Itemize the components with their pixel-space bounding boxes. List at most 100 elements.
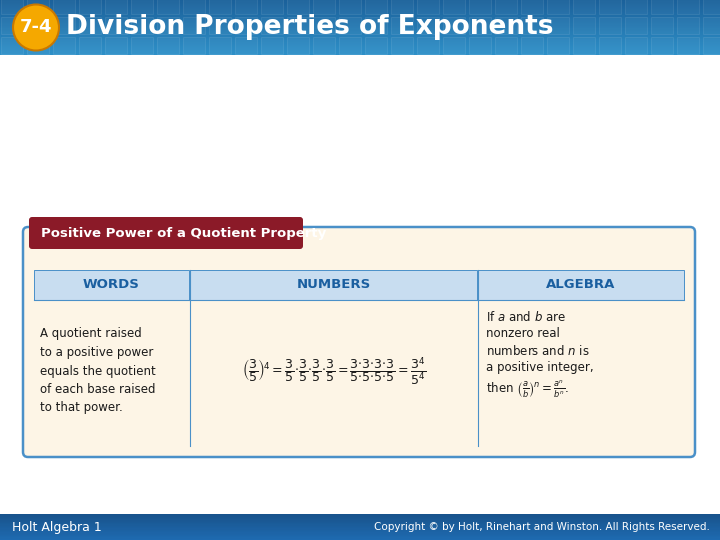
Bar: [443, 17, 465, 34]
Bar: [391, 37, 413, 54]
Bar: [0, 44, 720, 45]
Bar: [105, 37, 127, 54]
Bar: [0, 35, 720, 37]
Bar: [0, 36, 720, 38]
Bar: [157, 17, 179, 34]
Text: 7-4: 7-4: [19, 18, 53, 37]
Bar: [183, 37, 205, 54]
Bar: [0, 40, 720, 42]
Bar: [365, 0, 387, 14]
Bar: [0, 9, 720, 10]
Bar: [0, 519, 720, 521]
Bar: [391, 0, 413, 14]
FancyBboxPatch shape: [29, 217, 303, 249]
Bar: [0, 0, 720, 1]
Bar: [0, 12, 720, 14]
Bar: [703, 17, 720, 34]
Bar: [0, 517, 720, 519]
Bar: [0, 530, 720, 532]
Bar: [339, 0, 361, 14]
Bar: [443, 0, 465, 14]
Bar: [0, 43, 720, 44]
Bar: [0, 3, 720, 4]
Text: If $a$ and $b$ are: If $a$ and $b$ are: [486, 310, 566, 324]
Bar: [0, 10, 720, 11]
Bar: [235, 37, 257, 54]
Bar: [0, 17, 720, 18]
Bar: [0, 19, 720, 20]
Text: Positive Power of a Quotient Property: Positive Power of a Quotient Property: [41, 226, 326, 240]
Bar: [0, 29, 720, 30]
Bar: [469, 17, 491, 34]
Bar: [209, 17, 231, 34]
Bar: [0, 534, 720, 536]
Bar: [547, 37, 569, 54]
Bar: [0, 49, 720, 50]
Bar: [0, 537, 720, 539]
Bar: [0, 23, 720, 25]
Bar: [209, 0, 231, 14]
Bar: [0, 5, 720, 6]
Bar: [0, 8, 720, 9]
Bar: [0, 21, 720, 22]
Bar: [0, 27, 720, 29]
Bar: [0, 538, 720, 540]
Bar: [677, 17, 699, 34]
Bar: [0, 19, 720, 21]
Bar: [0, 52, 720, 53]
Bar: [1, 0, 23, 14]
Bar: [1, 37, 23, 54]
Bar: [478, 270, 684, 300]
Bar: [53, 17, 75, 34]
Bar: [0, 47, 720, 49]
Bar: [0, 536, 720, 537]
Bar: [261, 0, 283, 14]
Bar: [0, 46, 720, 48]
Bar: [0, 32, 720, 34]
Text: numbers and $n$ is: numbers and $n$ is: [486, 344, 590, 358]
Text: Copyright © by Holt, Rinehart and Winston. All Rights Reserved.: Copyright © by Holt, Rinehart and Winsto…: [374, 522, 710, 532]
Bar: [0, 25, 720, 26]
Bar: [573, 17, 595, 34]
Bar: [625, 37, 647, 54]
Bar: [0, 528, 720, 530]
Text: A quotient raised
to a positive power
equals the quotient
of each base raised
to: A quotient raised to a positive power eq…: [40, 327, 156, 415]
Bar: [0, 50, 720, 51]
Bar: [0, 37, 720, 38]
Bar: [365, 17, 387, 34]
Bar: [1, 17, 23, 34]
Bar: [261, 17, 283, 34]
Bar: [0, 22, 720, 23]
Bar: [0, 26, 720, 28]
Bar: [0, 523, 720, 524]
Bar: [0, 514, 720, 515]
Bar: [0, 1, 720, 2]
Text: NUMBERS: NUMBERS: [297, 279, 371, 292]
Bar: [79, 37, 101, 54]
Bar: [0, 2, 720, 4]
Bar: [53, 0, 75, 14]
Bar: [0, 10, 720, 12]
Bar: [27, 17, 49, 34]
Bar: [391, 17, 413, 34]
Bar: [0, 23, 720, 24]
Bar: [599, 17, 621, 34]
Bar: [495, 37, 517, 54]
Bar: [0, 521, 720, 523]
Bar: [183, 0, 205, 14]
Bar: [469, 0, 491, 14]
Bar: [0, 28, 720, 29]
Bar: [105, 0, 127, 14]
Bar: [287, 37, 309, 54]
Bar: [703, 0, 720, 14]
Bar: [79, 17, 101, 34]
Bar: [261, 37, 283, 54]
Bar: [339, 37, 361, 54]
Bar: [677, 37, 699, 54]
Bar: [599, 37, 621, 54]
Bar: [521, 17, 543, 34]
Bar: [34, 270, 189, 300]
Bar: [417, 37, 439, 54]
Bar: [0, 14, 720, 16]
Bar: [183, 17, 205, 34]
